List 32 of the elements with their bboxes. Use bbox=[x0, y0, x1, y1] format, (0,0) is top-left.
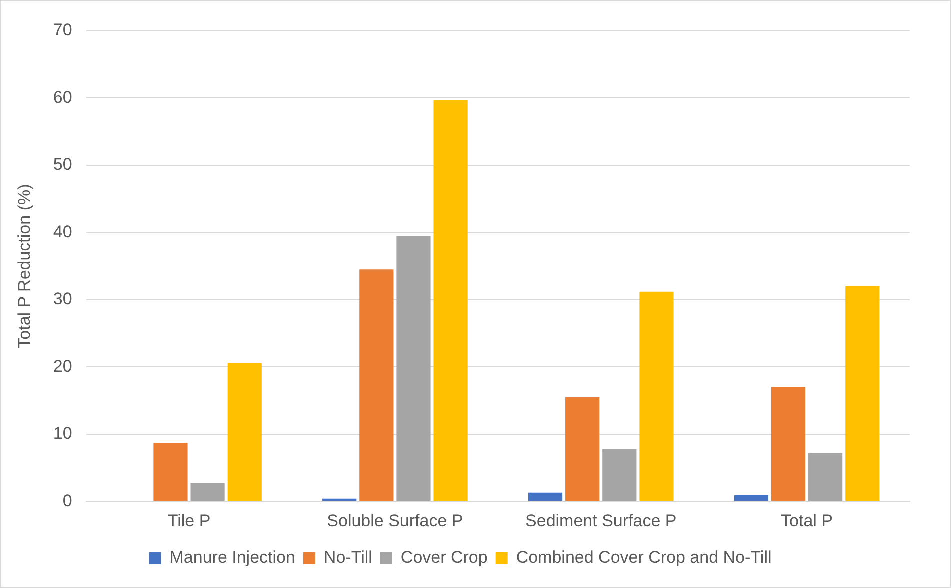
legend-label: Combined Cover Crop and No-Till bbox=[516, 548, 772, 568]
bar bbox=[566, 397, 600, 502]
legend-label: Cover Crop bbox=[400, 548, 488, 568]
bar bbox=[602, 449, 637, 502]
x-tick-label: Total P bbox=[781, 511, 834, 530]
legend-label: Manure Injection bbox=[170, 548, 296, 568]
legend-label: No-Till bbox=[324, 548, 372, 568]
bar bbox=[154, 443, 188, 502]
y-tick-label: 0 bbox=[62, 491, 72, 510]
x-tick-label: Soluble Surface P bbox=[327, 511, 464, 530]
bar bbox=[434, 100, 468, 502]
bar bbox=[808, 453, 843, 502]
y-axis-title: Total P Reduction (%) bbox=[14, 184, 34, 348]
x-tick-label: Sediment Surface P bbox=[526, 511, 677, 530]
y-tick-label: 60 bbox=[53, 88, 72, 107]
y-tick-label: 50 bbox=[53, 155, 72, 174]
bar bbox=[771, 387, 806, 502]
bar bbox=[228, 363, 262, 502]
bar bbox=[528, 492, 563, 502]
y-tick-label: 40 bbox=[53, 222, 72, 242]
bar bbox=[734, 496, 768, 502]
bar bbox=[322, 498, 357, 502]
bar bbox=[396, 236, 431, 502]
bar bbox=[190, 483, 225, 502]
bar bbox=[846, 286, 880, 502]
y-tick-label: 70 bbox=[53, 20, 72, 40]
y-tick-label: 10 bbox=[53, 424, 72, 444]
y-tick-label: 30 bbox=[53, 290, 72, 309]
bar bbox=[360, 270, 394, 502]
x-tick-label: Tile P bbox=[168, 511, 211, 530]
bar bbox=[640, 292, 674, 502]
y-tick-label: 20 bbox=[53, 356, 72, 376]
